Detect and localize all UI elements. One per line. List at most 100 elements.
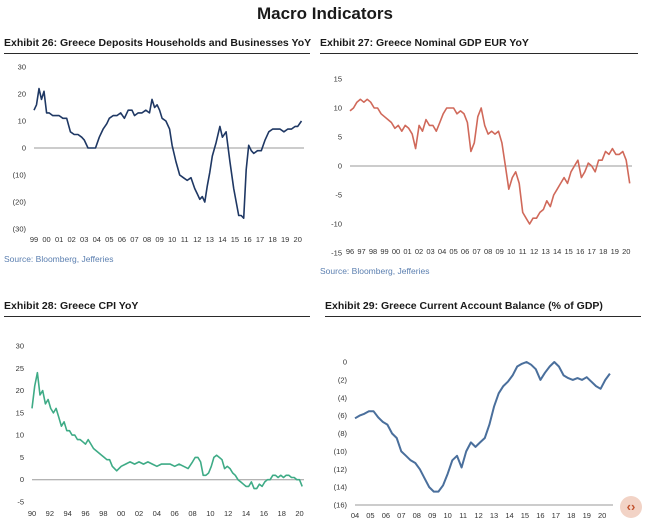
x-tick-label: 96 xyxy=(346,247,354,256)
x-tick-label: 16 xyxy=(536,511,544,520)
x-tick-label: 09 xyxy=(155,235,163,244)
x-tick-label: 07 xyxy=(397,511,405,520)
y-tick-label: 0 xyxy=(20,475,24,484)
x-tick-label: 96 xyxy=(81,509,89,518)
x-tick-label: 20 xyxy=(294,235,302,244)
x-tick-label: 20 xyxy=(598,511,606,520)
title-divider xyxy=(4,316,310,317)
y-tick-label: (10) xyxy=(334,447,348,456)
x-tick-label: 08 xyxy=(484,247,492,256)
y-tick-label: (10) xyxy=(13,171,27,180)
y-tick-label: (12) xyxy=(334,465,348,474)
x-tick-label: 07 xyxy=(472,247,480,256)
x-tick-label: 18 xyxy=(567,511,575,520)
y-tick-label: (16) xyxy=(334,501,348,510)
x-tick-label: 94 xyxy=(64,509,72,518)
chart-source[interactable]: Source: Bloomberg, Jefferies xyxy=(320,266,430,276)
y-tick-label: -10 xyxy=(331,220,342,229)
x-tick-label: 99 xyxy=(380,247,388,256)
y-tick-label: 20 xyxy=(18,90,26,99)
x-tick-label: 16 xyxy=(243,235,251,244)
x-tick-label: 14 xyxy=(505,511,513,520)
x-tick-label: 04 xyxy=(153,509,161,518)
x-tick-label: 16 xyxy=(576,247,584,256)
x-tick-label: 19 xyxy=(611,247,619,256)
x-tick-label: 10 xyxy=(507,247,515,256)
x-tick-label: 00 xyxy=(117,509,125,518)
chart-source[interactable]: Source: Bloomberg, Jefferies xyxy=(4,254,114,264)
y-tick-label: (14) xyxy=(334,483,348,492)
x-tick-label: 13 xyxy=(490,511,498,520)
x-tick-label: 17 xyxy=(256,235,264,244)
x-tick-label: 92 xyxy=(46,509,54,518)
x-tick-label: 13 xyxy=(542,247,550,256)
x-tick-label: 00 xyxy=(42,235,50,244)
chart-title: Exhibit 28: Greece CPI YoY xyxy=(4,300,139,312)
y-tick-label: 25 xyxy=(16,364,24,373)
x-tick-label: 11 xyxy=(181,235,189,244)
x-tick-label: 15 xyxy=(231,235,239,244)
x-tick-label: 02 xyxy=(415,247,423,256)
x-tick-label: 14 xyxy=(553,247,561,256)
page-title: Macro Indicators xyxy=(256,4,394,23)
x-tick-label: 98 xyxy=(369,247,377,256)
x-tick-label: 12 xyxy=(224,509,232,518)
x-tick-label: 98 xyxy=(99,509,107,518)
x-tick-label: 06 xyxy=(382,511,390,520)
y-tick-label: 15 xyxy=(16,408,24,417)
x-tick-label: 10 xyxy=(206,509,214,518)
x-tick-label: 12 xyxy=(193,235,201,244)
series-line xyxy=(349,98,631,225)
y-tick-label: 10 xyxy=(16,431,24,440)
x-tick-label: 07 xyxy=(130,235,138,244)
x-tick-label: 03 xyxy=(426,247,434,256)
title-divider xyxy=(4,53,310,54)
x-tick-label: 10 xyxy=(168,235,176,244)
y-tick-label: (2) xyxy=(338,375,348,384)
y-tick-label: -5 xyxy=(335,191,342,200)
y-tick-label: 0 xyxy=(338,162,342,171)
x-tick-label: 17 xyxy=(588,247,596,256)
series-line xyxy=(354,361,611,493)
title-divider xyxy=(320,53,638,54)
x-tick-label: 17 xyxy=(552,511,560,520)
y-tick-label: 30 xyxy=(16,342,24,351)
x-tick-label: 02 xyxy=(135,509,143,518)
x-tick-label: 97 xyxy=(357,247,365,256)
x-tick-label: 15 xyxy=(565,247,573,256)
y-tick-label: (20) xyxy=(13,198,27,207)
chart-panel-current-account: Exhibit 29: Greece Current Account Balan… xyxy=(325,300,643,522)
y-tick-label: -5 xyxy=(17,498,24,507)
x-tick-label: 12 xyxy=(474,511,482,520)
chart-panel-deposits: Exhibit 26: Greece Deposits Households a… xyxy=(4,37,311,272)
y-tick-label: 10 xyxy=(334,104,342,113)
series-line xyxy=(33,87,303,219)
x-tick-label: 08 xyxy=(413,511,421,520)
x-tick-label: 04 xyxy=(93,235,101,244)
y-tick-label: -15 xyxy=(331,249,342,258)
x-tick-label: 00 xyxy=(392,247,400,256)
y-tick-label: 5 xyxy=(20,453,24,462)
y-tick-label: 30 xyxy=(18,63,26,72)
chart-deposits: 30 20 10 0 (10) (20) (30)99 00 01 02 03 04 05 06 07 08 0… xyxy=(13,63,304,244)
chart-current-account: 0 (2) (4) (6) (8) (10) (12) (14) (16)04 05 06 07 08 0… xyxy=(334,358,613,520)
y-tick-label: 0 xyxy=(343,358,347,367)
x-tick-label: 06 xyxy=(461,247,469,256)
x-tick-label: 15 xyxy=(521,511,529,520)
x-tick-label: 08 xyxy=(143,235,151,244)
x-tick-label: 01 xyxy=(403,247,411,256)
x-tick-label: 08 xyxy=(188,509,196,518)
y-tick-label: (8) xyxy=(338,429,348,438)
x-tick-label: 18 xyxy=(599,247,607,256)
x-tick-label: 19 xyxy=(281,235,289,244)
x-tick-label: 06 xyxy=(171,509,179,518)
x-tick-label: 18 xyxy=(268,235,276,244)
chart-panel-cpi: Exhibit 28: Greece CPI YoY 30 25 20 15 10 5 0 -… xyxy=(4,300,310,522)
chart-title: Exhibit 27: Greece Nominal GDP EUR YoY xyxy=(320,37,529,49)
y-tick-label: 0 xyxy=(22,144,26,153)
x-tick-label: 05 xyxy=(449,247,457,256)
y-tick-label: (6) xyxy=(338,411,348,420)
code-icon[interactable]: ‹› xyxy=(620,496,642,518)
chart-cpi: 30 25 20 15 10 5 0 -5 90 92 94 96 98 00 02 04 06 08 10 12 14… xyxy=(16,342,304,518)
x-tick-label: 05 xyxy=(105,235,113,244)
